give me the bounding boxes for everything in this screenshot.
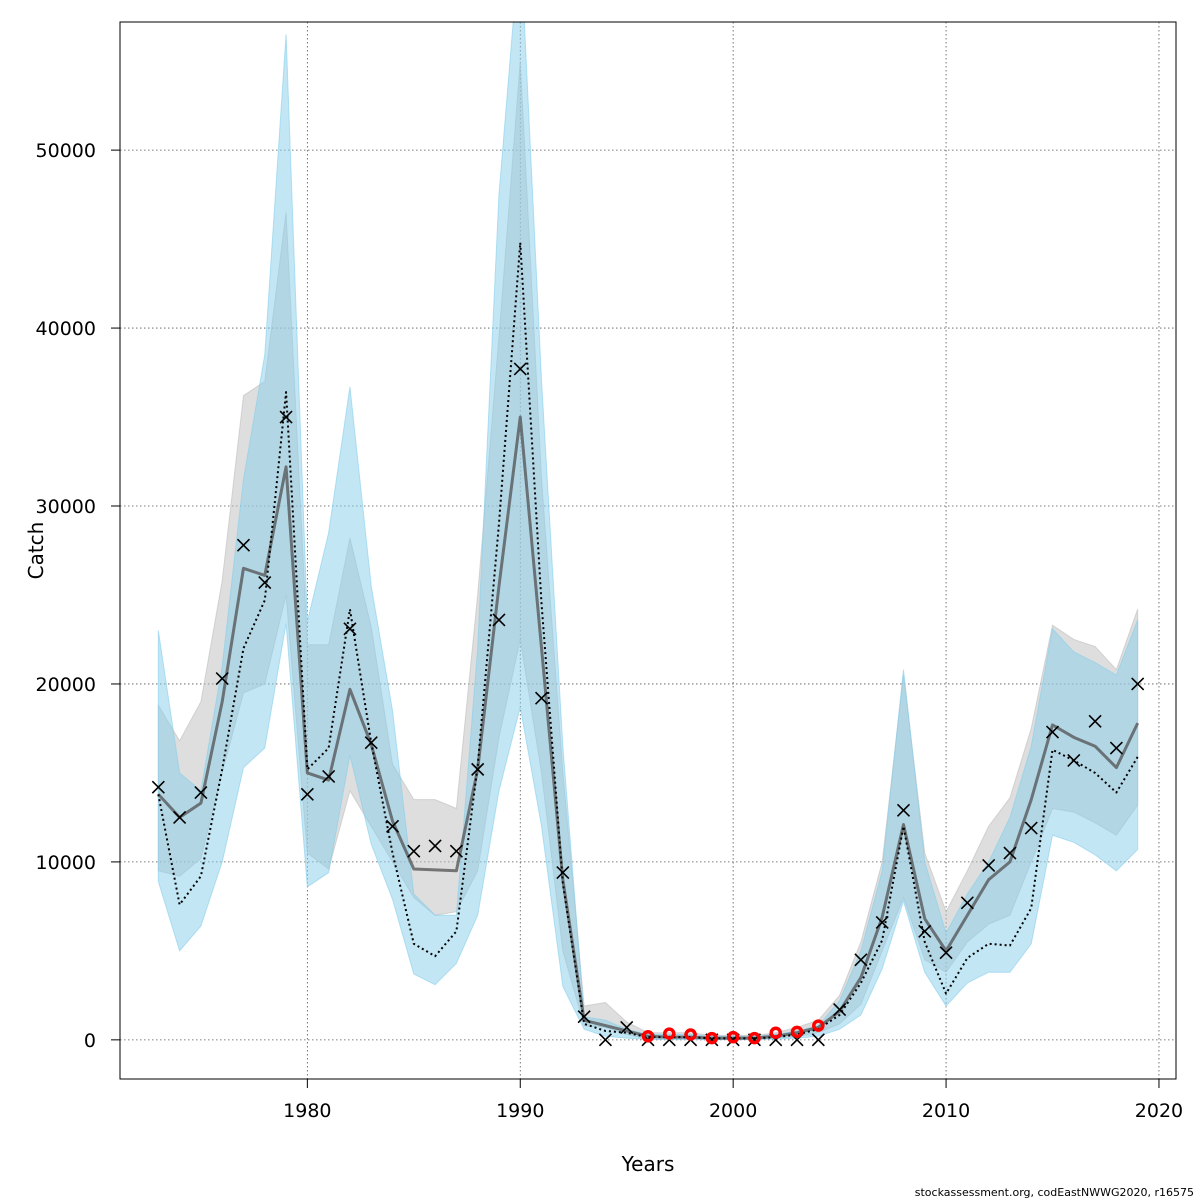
observed-catch-marker <box>1131 677 1145 691</box>
observed-catch-marker <box>151 780 165 794</box>
plot-frame <box>119 21 1177 1080</box>
observed-catch-marker <box>918 924 932 938</box>
observed-catch-marker <box>896 803 911 817</box>
observed-catch-marker <box>513 362 527 376</box>
observed-catch-marker <box>982 858 996 873</box>
x-tick-label: 2010 <box>922 1100 970 1122</box>
observed-catch-marker <box>1109 741 1123 755</box>
observed-catch-marker <box>620 1020 634 1034</box>
circle-marker <box>641 1030 655 1043</box>
observed-catch-marker <box>1067 753 1081 768</box>
y-tick-label: 0 <box>84 1030 96 1052</box>
observed-catch-marker <box>833 1003 847 1017</box>
series-lines <box>157 241 1140 1040</box>
circle-marker <box>748 1031 761 1045</box>
observed-catch-marker <box>236 538 251 552</box>
observed-catch-marker <box>322 769 336 784</box>
data-markers <box>151 362 1145 1047</box>
confidence-band-blue-band <box>157 22 1139 1041</box>
circle-marker <box>684 1028 697 1041</box>
observed-catch-marker <box>811 1033 825 1047</box>
observed-catch-marker <box>960 896 974 910</box>
axis-ticks: 1980 1990 2000 2010 2020 0 10000 20000 30000 4000… <box>36 140 1184 1122</box>
circle-marker <box>726 1030 740 1044</box>
observed-catch-marker <box>428 839 442 853</box>
circle-marker <box>769 1026 782 1039</box>
solid-series-line <box>157 415 1140 1040</box>
x-tick-label: 1980 <box>283 1100 331 1122</box>
observed-catch-marker <box>449 844 463 858</box>
observed-catch-marker <box>364 736 378 750</box>
observed-catch-marker <box>343 622 357 636</box>
observed-catch-marker <box>279 410 293 424</box>
x-axis-title: Years <box>621 1152 675 1176</box>
observed-catch-marker <box>385 819 400 833</box>
y-tick-label: 10000 <box>36 852 96 874</box>
observed-catch-marker <box>407 844 421 858</box>
observed-catch-marker <box>1024 821 1038 835</box>
circle-marker <box>705 1031 719 1045</box>
x-tick-label: 2020 <box>1135 1100 1183 1122</box>
footer-credit: stockassessment.org, codEastNWWG2020, r1… <box>915 1186 1194 1199</box>
y-tick-label: 40000 <box>36 318 96 340</box>
observed-catch-marker <box>1045 725 1060 739</box>
x-tick-label: 2000 <box>709 1100 757 1122</box>
observed-catch-marker <box>300 787 314 801</box>
observed-catch-marker <box>258 575 272 590</box>
circle-marker <box>663 1027 676 1040</box>
observed-catch-marker <box>939 946 953 960</box>
observed-catch-marker <box>598 1033 612 1047</box>
y-axis-title: Catch <box>24 522 48 580</box>
observed-catch-marker <box>173 810 187 824</box>
observed-catch-marker <box>577 1010 591 1024</box>
observed-catch-marker <box>492 613 506 627</box>
y-tick-label: 20000 <box>36 674 96 696</box>
y-tick-label: 30000 <box>36 496 96 518</box>
dotted-series-line <box>157 241 1139 1040</box>
confidence-bands <box>157 22 1139 1041</box>
observed-catch-marker <box>1003 846 1017 860</box>
observed-catch-marker <box>556 866 570 880</box>
observed-catch-marker <box>215 672 229 686</box>
observed-catch-marker <box>534 691 549 705</box>
observed-catch-marker <box>875 915 889 929</box>
observed-catch-marker <box>1088 714 1102 728</box>
observed-catch-marker <box>854 953 868 967</box>
circle-marker <box>812 1019 825 1032</box>
x-tick-label: 1990 <box>496 1100 544 1122</box>
y-tick-label: 50000 <box>36 140 96 162</box>
observed-catch-marker <box>471 762 485 776</box>
observed-catch-marker <box>194 785 208 800</box>
circle-marker <box>790 1025 804 1039</box>
